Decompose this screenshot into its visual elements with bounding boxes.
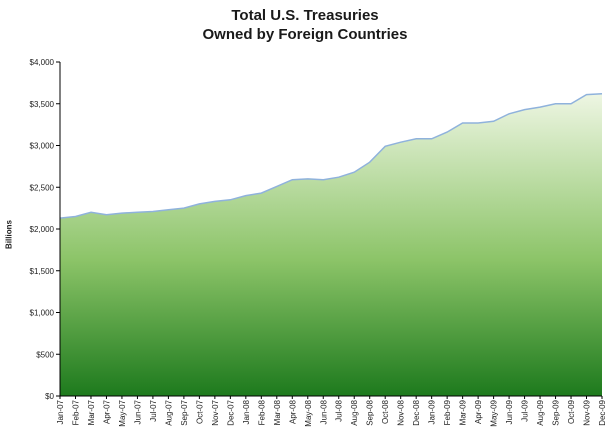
y-tick-label: $0 bbox=[45, 392, 54, 401]
x-tick-label: Jul-09 bbox=[521, 399, 530, 421]
x-tick-label: Aug-09 bbox=[536, 399, 545, 425]
y-tick-label: $3,000 bbox=[30, 142, 55, 151]
x-tick-label: Oct-08 bbox=[381, 399, 390, 424]
y-tick-label: $4,000 bbox=[30, 58, 55, 67]
x-tick-label: May-08 bbox=[304, 399, 313, 426]
x-tick-label: Feb-07 bbox=[71, 399, 80, 425]
x-tick-label: Oct-09 bbox=[567, 399, 576, 424]
y-tick-label: $500 bbox=[36, 350, 54, 359]
x-tick-label: Apr-07 bbox=[102, 399, 111, 424]
x-tick-label: Jul-07 bbox=[149, 399, 158, 421]
x-tick-label: Apr-09 bbox=[474, 399, 483, 424]
x-tick-label: Nov-07 bbox=[211, 399, 220, 425]
x-tick-label: Nov-09 bbox=[583, 399, 592, 425]
series-area bbox=[60, 93, 602, 396]
x-tick-label: Feb-09 bbox=[443, 399, 452, 425]
x-tick-label: May-07 bbox=[118, 399, 127, 426]
y-tick-label: $2,500 bbox=[30, 183, 55, 192]
x-tick-label: Jun-08 bbox=[319, 399, 328, 424]
x-axis-ticks: Jan-07 Feb-07 Mar-07 Apr-07 May-07 Jun-07 Jul-… bbox=[56, 396, 607, 427]
x-tick-label: Apr-08 bbox=[288, 399, 297, 424]
chart-title: Total U.S. Treasuries bbox=[231, 7, 379, 24]
y-tick-label: $3,500 bbox=[30, 100, 55, 109]
chart-subtitle: Owned by Foreign Countries bbox=[202, 26, 408, 43]
x-tick-label: Jun-07 bbox=[133, 399, 142, 424]
y-tick-label: $2,000 bbox=[30, 225, 55, 234]
x-tick-label: Sep-09 bbox=[552, 399, 561, 425]
x-tick-label: Nov-08 bbox=[397, 399, 406, 425]
x-tick-label: Aug-07 bbox=[164, 399, 173, 425]
x-tick-label: Feb-08 bbox=[257, 399, 266, 425]
x-tick-label: Jul-08 bbox=[335, 399, 344, 421]
x-tick-label: Sep-08 bbox=[366, 399, 375, 425]
x-tick-label: Jan-09 bbox=[428, 399, 437, 424]
x-tick-label: Aug-08 bbox=[350, 399, 359, 425]
y-tick-label: $1,500 bbox=[30, 267, 55, 276]
x-tick-label: Dec-07 bbox=[226, 399, 235, 425]
series-line bbox=[59, 92, 603, 219]
y-tick-label: $1,000 bbox=[30, 309, 55, 318]
x-tick-label: Oct-07 bbox=[195, 399, 204, 424]
x-tick-label: Dec-08 bbox=[412, 399, 421, 425]
x-tick-label: Jun-09 bbox=[505, 399, 514, 424]
x-tick-label: Sep-07 bbox=[180, 399, 189, 425]
x-tick-label: Jan-07 bbox=[56, 399, 65, 424]
x-tick-label: Mar-07 bbox=[87, 399, 96, 425]
x-tick-label: May-09 bbox=[490, 399, 499, 426]
x-tick-label: Mar-09 bbox=[459, 399, 468, 425]
x-tick-label: Dec-09 bbox=[598, 399, 607, 425]
y-axis-ticks: $0 $500 $1,000 $1,500 $2,000 $2,500 $3,000 $3,5… bbox=[30, 58, 60, 401]
x-tick-label: Jan-08 bbox=[242, 399, 251, 424]
x-tick-label: Mar-08 bbox=[273, 399, 282, 425]
